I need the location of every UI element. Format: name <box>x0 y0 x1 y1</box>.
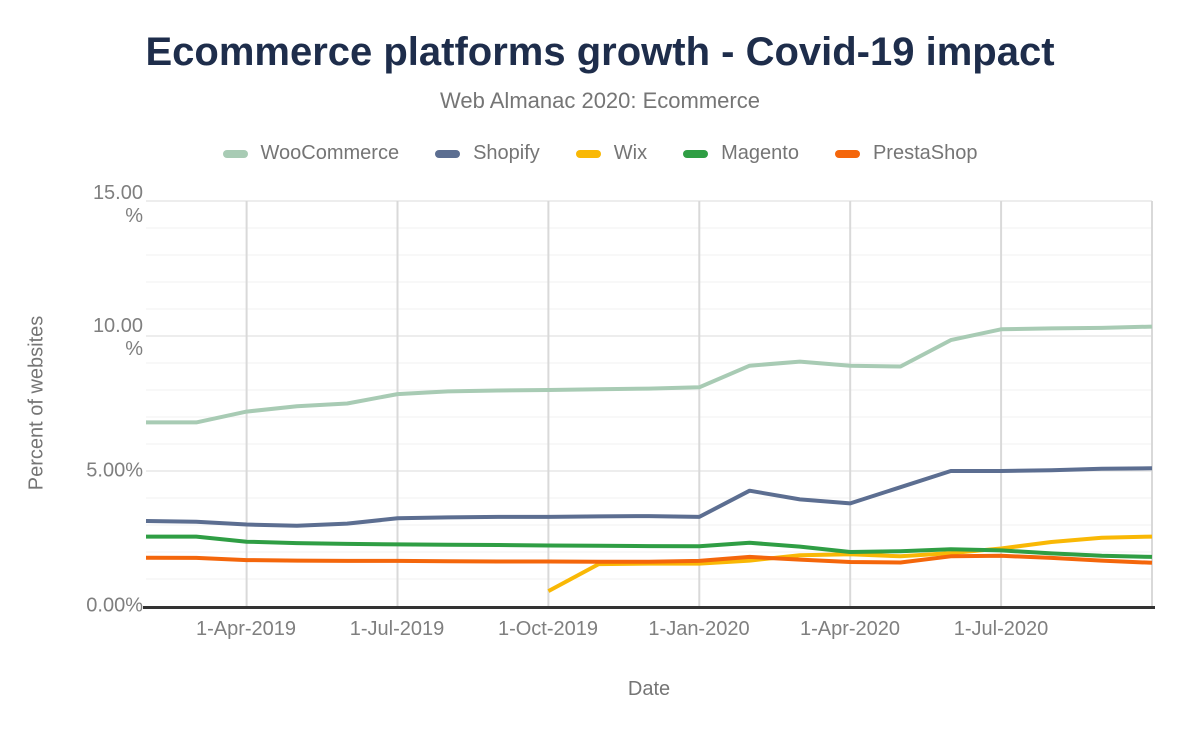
legend-item-shopify: Shopify <box>435 142 540 165</box>
y-tick-10: 10.00 % <box>92 315 143 360</box>
wix-series-swatch <box>575 149 601 158</box>
x-axis-title: Date <box>627 678 671 700</box>
x-tick-apr-2020: 1-Apr-2020 <box>799 618 901 640</box>
y-tick-0: 0.00% <box>86 594 143 617</box>
legend-label-magento: Magento <box>721 142 799 164</box>
prestashop-series-swatch <box>834 149 860 158</box>
legend-item-wix: Wix <box>575 142 648 165</box>
legend-item-magento: Magento <box>683 142 799 165</box>
legend: WooCommerce Shopify Wix Magento PrestaSh… <box>0 142 1200 165</box>
legend-label-shopify: Shopify <box>473 142 540 164</box>
shopify-series-swatch <box>435 149 461 158</box>
x-tick-jul-2019: 1-Jul-2019 <box>349 618 445 640</box>
x-tick-jan-2020: 1-Jan-2020 <box>648 618 750 640</box>
y-tick-5: 5.00% <box>86 459 143 482</box>
chart-title: Ecommerce platforms growth - Covid-19 im… <box>145 30 1055 74</box>
chart-subtitle: Web Almanac 2020: Ecommerce <box>440 88 760 113</box>
y-tick-15: 15.00 % <box>92 182 143 227</box>
legend-item-woocommerce: WooCommerce <box>222 142 400 165</box>
x-tick-apr-2019: 1-Apr-2019 <box>195 618 297 640</box>
x-tick-oct-2019: 1-Oct-2019 <box>497 618 599 640</box>
x-tick-jul-2020: 1-Jul-2020 <box>953 618 1049 640</box>
magento-series-swatch <box>683 149 709 158</box>
y-axis-title: Percent of websites <box>25 315 48 491</box>
legend-label-prestashop: PrestaShop <box>872 142 978 164</box>
legend-label-woocommerce: WooCommerce <box>260 142 400 164</box>
woocommerce-series-swatch <box>222 149 248 158</box>
legend-label-wix: Wix <box>613 142 648 164</box>
legend-item-prestashop: PrestaShop <box>834 142 978 165</box>
